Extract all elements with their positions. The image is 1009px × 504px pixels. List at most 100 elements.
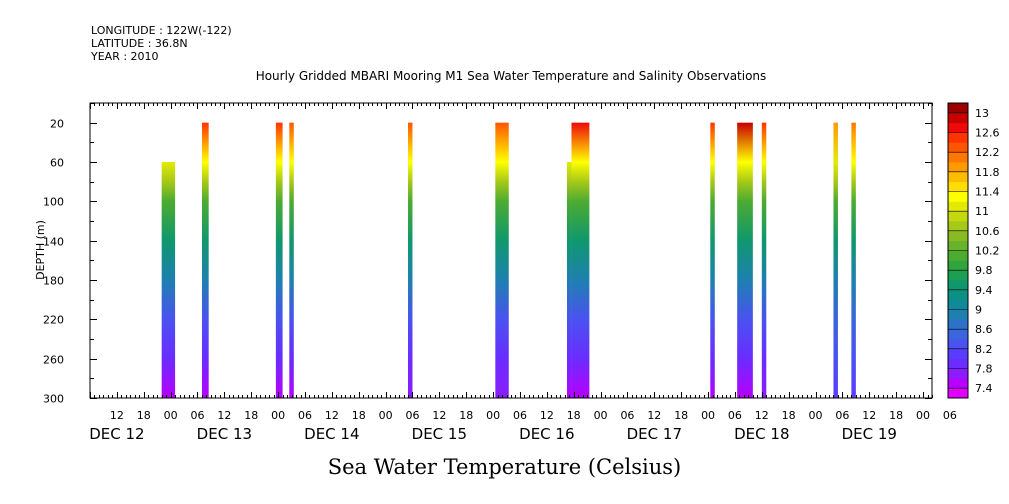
x-tick-label: 00 bbox=[164, 409, 178, 422]
x-day-label: DEC 13 bbox=[197, 425, 252, 443]
y-tick-label: 300 bbox=[43, 393, 64, 406]
colorbar-label: 8.6 bbox=[975, 323, 993, 336]
colorbar-label: 9 bbox=[975, 304, 982, 317]
data-column bbox=[851, 122, 856, 399]
x-tick-label: 12 bbox=[862, 409, 876, 422]
x-tick-label: 18 bbox=[567, 409, 581, 422]
colorbar-swatch bbox=[948, 162, 968, 173]
colorbar-swatch bbox=[948, 230, 968, 242]
x-tick-label: 12 bbox=[647, 409, 661, 422]
x-tick-label: 06 bbox=[835, 409, 849, 422]
longitude-label: LONGITUDE : 122W(-122) bbox=[91, 24, 232, 37]
colorbar-swatch bbox=[948, 152, 968, 163]
chart-title: Hourly Gridded MBARI Mooring M1 Sea Wate… bbox=[255, 69, 767, 83]
latitude-label: LATITUDE : 36.8N bbox=[91, 37, 188, 50]
chart-subtitle: Sea Water Temperature (Celsius) bbox=[327, 455, 682, 479]
colorbar-swatch bbox=[948, 270, 968, 281]
colorbar-swatch bbox=[948, 329, 968, 340]
colorbar-label: 12.6 bbox=[975, 127, 1000, 140]
colorbar-swatch bbox=[948, 280, 968, 291]
colorbar-label: 7.8 bbox=[975, 363, 993, 376]
colorbar-swatch bbox=[948, 378, 968, 389]
colorbar-swatch bbox=[948, 122, 968, 133]
x-tick-label: 18 bbox=[889, 409, 903, 422]
y-tick-label: 180 bbox=[43, 275, 64, 288]
data-column bbox=[710, 122, 715, 399]
x-day-label: DEC 17 bbox=[627, 425, 682, 443]
colorbar-label: 11 bbox=[975, 205, 989, 218]
x-tick-label: 06 bbox=[513, 409, 527, 422]
y-tick-label: 140 bbox=[43, 236, 64, 249]
x-tick-label: 00 bbox=[486, 409, 500, 422]
year-label: YEAR : 2010 bbox=[91, 50, 159, 63]
colorbar-swatch bbox=[948, 299, 968, 310]
x-tick-label: 18 bbox=[782, 409, 796, 422]
x-tick-label: 06 bbox=[298, 409, 312, 422]
colorbar-swatch bbox=[948, 250, 968, 261]
colorbar-swatch bbox=[948, 240, 968, 251]
data-column bbox=[275, 122, 283, 399]
colorbar-swatch bbox=[948, 142, 968, 153]
y-tick-label: 100 bbox=[43, 196, 64, 209]
data-column bbox=[566, 162, 572, 398]
x-tick-label: 06 bbox=[190, 409, 204, 422]
x-tick-label: 00 bbox=[379, 409, 393, 422]
data-column bbox=[289, 122, 294, 399]
x-tick-label: 18 bbox=[674, 409, 688, 422]
colorbar-swatch bbox=[948, 112, 968, 124]
x-tick-label: 06 bbox=[620, 409, 634, 422]
x-tick-label: 12 bbox=[432, 409, 446, 422]
colorbar-label: 9.8 bbox=[975, 264, 993, 277]
data-column bbox=[833, 122, 838, 399]
colorbar-swatch bbox=[948, 171, 968, 183]
x-day-label: DEC 15 bbox=[412, 425, 467, 443]
x-day-label: DEC 16 bbox=[519, 425, 574, 443]
data-column bbox=[161, 162, 176, 398]
colorbar-label: 11.8 bbox=[975, 166, 1000, 179]
x-tick-label: 12 bbox=[325, 409, 339, 422]
x-day-label: DEC 18 bbox=[734, 425, 789, 443]
colorbar-swatch bbox=[948, 339, 968, 350]
y-axis-label: DEPTH (m) bbox=[34, 220, 47, 280]
colorbar-swatch bbox=[948, 348, 968, 360]
colorbar-swatch bbox=[948, 309, 968, 320]
colorbar-swatch bbox=[948, 103, 968, 114]
colorbar-swatch bbox=[948, 358, 968, 369]
x-tick-label: 18 bbox=[459, 409, 473, 422]
plot-frame bbox=[89, 102, 933, 399]
x-tick-label: 06 bbox=[943, 409, 957, 422]
y-tick-label: 260 bbox=[43, 354, 64, 367]
data-column bbox=[737, 122, 753, 399]
data-column bbox=[571, 122, 590, 399]
colorbar-label: 9.4 bbox=[975, 284, 993, 297]
x-tick-label: 18 bbox=[352, 409, 366, 422]
data-column bbox=[201, 122, 209, 399]
x-tick-label: 00 bbox=[594, 409, 608, 422]
colorbar-label: 11.4 bbox=[975, 186, 1000, 199]
colorbar-swatch bbox=[948, 191, 968, 202]
colorbar-label: 13 bbox=[975, 107, 989, 120]
x-tick-label: 00 bbox=[916, 409, 930, 422]
data-column bbox=[495, 122, 509, 399]
x-tick-label: 12 bbox=[217, 409, 231, 422]
x-tick-label: 12 bbox=[755, 409, 769, 422]
colorbar-label: 7.4 bbox=[975, 382, 993, 395]
x-tick-label: 00 bbox=[809, 409, 823, 422]
x-tick-label: 06 bbox=[405, 409, 419, 422]
x-tick-label: 18 bbox=[244, 409, 258, 422]
x-day-label: DEC 14 bbox=[304, 425, 359, 443]
x-tick-label: 12 bbox=[110, 409, 124, 422]
colorbar-swatch bbox=[948, 388, 968, 399]
colorbar-swatch bbox=[948, 221, 968, 232]
colorbar-label: 10.6 bbox=[975, 225, 1000, 238]
y-axis: 20 60 100 140 180 220 260 300 bbox=[43, 103, 932, 406]
x-tick-label: 12 bbox=[540, 409, 554, 422]
colorbar-swatch bbox=[948, 181, 968, 192]
colorbar-swatch bbox=[948, 132, 968, 143]
colorbar-swatch bbox=[948, 260, 968, 271]
colorbar-label: 12.2 bbox=[975, 146, 1000, 159]
colorbar-label: 10.2 bbox=[975, 245, 1000, 258]
y-tick-label: 20 bbox=[50, 118, 64, 131]
y-tick-label: 60 bbox=[50, 157, 64, 170]
